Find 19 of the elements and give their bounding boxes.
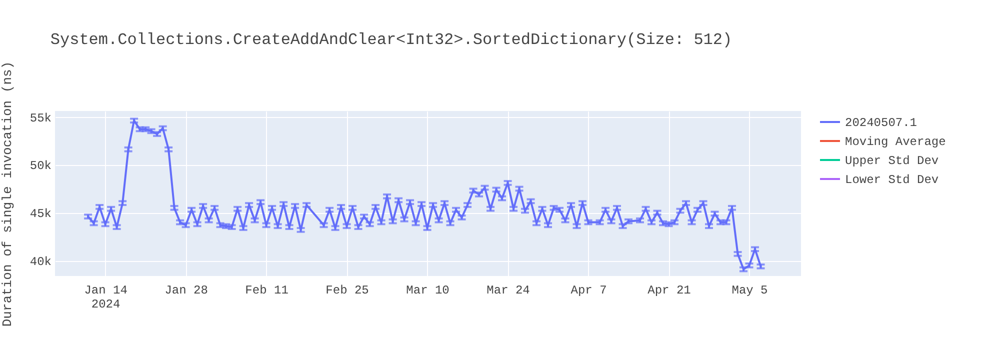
y-axis-title: Duration of single invocation (ns): [0, 61, 15, 327]
chart-title: System.Collections.CreateAddAndClear<Int32>.SortedDictionary(Size: 512): [50, 30, 732, 49]
y-tick-label: 45k: [30, 207, 52, 222]
x-tick-label: Feb 11: [245, 284, 288, 298]
y-tick-label: 55k: [30, 111, 52, 126]
x-tick-label: Mar 10: [406, 284, 450, 298]
x-tick-label: Jan 14 2024: [84, 284, 128, 312]
y-tick-label: 50k: [30, 159, 52, 174]
y-tick-label: 40k: [30, 255, 52, 270]
x-tick-label: Feb 25: [326, 284, 369, 298]
x-tick-label: Jan 28: [164, 284, 208, 298]
legend-label: Moving Average: [845, 135, 946, 149]
x-tick-label: May 5: [732, 284, 768, 298]
legend-label: Lower Std Dev: [845, 173, 939, 187]
x-tick-label: Apr 21: [648, 284, 691, 298]
legend-label: Upper Std Dev: [845, 154, 939, 168]
legend-label: 20240507.1: [845, 116, 918, 130]
x-tick-label: Mar 24: [486, 284, 530, 298]
x-tick-label: Apr 7: [570, 284, 607, 298]
